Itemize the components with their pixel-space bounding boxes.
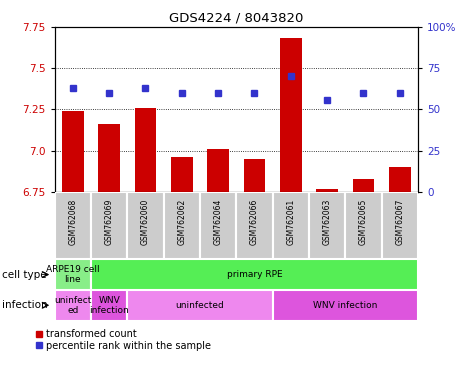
Text: GSM762060: GSM762060 [141,199,150,245]
Text: GSM762062: GSM762062 [177,199,186,245]
Text: WNV infection: WNV infection [313,301,378,310]
Bar [316,189,338,192]
Bar [345,192,381,259]
Bar [62,111,84,192]
Text: cell type: cell type [2,270,47,280]
Bar [171,157,193,192]
Text: GSM762068: GSM762068 [68,199,77,245]
Bar [381,192,418,259]
Bar [163,192,200,259]
Text: GSM762069: GSM762069 [104,199,114,245]
Bar [237,192,273,259]
Text: uninfected: uninfected [176,301,224,310]
Bar [273,290,418,321]
Legend: transformed count, percentile rank within the sample: transformed count, percentile rank withi… [36,329,211,351]
Bar [91,192,127,259]
Text: infection: infection [2,300,48,310]
Bar [200,192,237,259]
Bar [134,108,156,192]
Bar [309,192,345,259]
Text: uninfect
ed: uninfect ed [54,296,92,315]
Bar [207,149,229,192]
Bar [127,290,273,321]
Bar [244,159,266,192]
Bar [273,192,309,259]
Bar [280,38,302,192]
Bar [127,192,163,259]
Bar [389,167,411,192]
Text: GSM762065: GSM762065 [359,199,368,245]
Text: GSM762061: GSM762061 [286,199,295,245]
Text: GSM762067: GSM762067 [395,199,404,245]
Bar [91,290,127,321]
Bar [352,179,374,192]
Text: GSM762066: GSM762066 [250,199,259,245]
Text: ARPE19 cell
line: ARPE19 cell line [46,265,100,284]
Bar [98,124,120,192]
Text: GSM762063: GSM762063 [323,199,332,245]
Text: primary RPE: primary RPE [227,270,282,279]
Text: GSM762064: GSM762064 [214,199,223,245]
Bar [55,259,91,290]
Title: GDS4224 / 8043820: GDS4224 / 8043820 [169,11,304,24]
Text: WNV
infection: WNV infection [89,296,129,315]
Bar [55,290,91,321]
Bar [55,192,91,259]
